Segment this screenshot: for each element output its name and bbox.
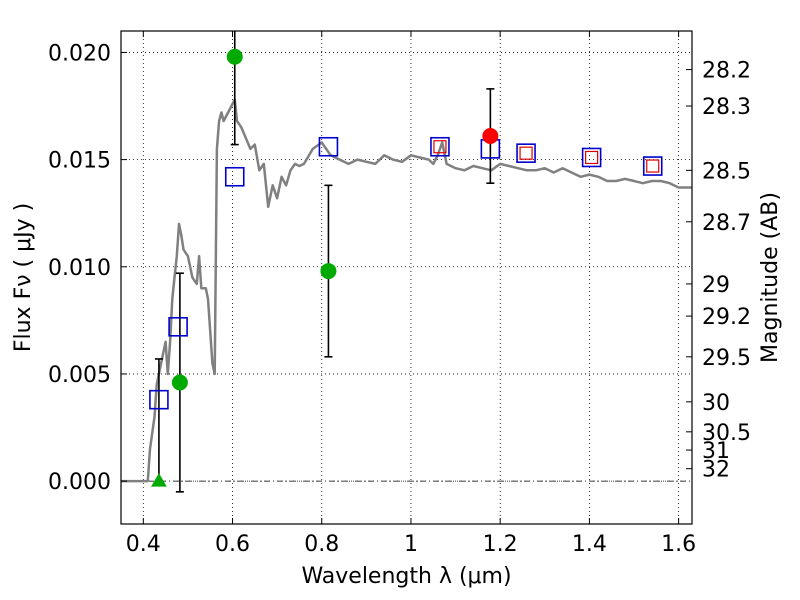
observed-circle-marker bbox=[226, 48, 243, 65]
observed-circle-marker bbox=[482, 128, 499, 145]
x-tick-label: 1.2 bbox=[483, 532, 518, 557]
right-tick-label: 30 bbox=[702, 391, 730, 416]
right-tick-label: 30.5 bbox=[702, 421, 751, 446]
model-square-marker bbox=[430, 136, 450, 157]
x-tick-label: 0.8 bbox=[304, 532, 339, 557]
model-square-marker bbox=[642, 156, 663, 176]
right-axis-label: Magnitude (AB) bbox=[758, 192, 783, 363]
right-tick-label: 29 bbox=[702, 273, 730, 298]
model-inner-square-marker bbox=[585, 150, 599, 165]
y-tick-label: 0.015 bbox=[48, 149, 111, 174]
observed-circle-marker bbox=[171, 374, 188, 391]
right-tick-label: 28.5 bbox=[702, 159, 751, 184]
x-axis-label: Wavelength λ (μm) bbox=[301, 564, 511, 589]
model-square-marker bbox=[516, 143, 536, 163]
y-axis-label: Flux Fν ( μJy ) bbox=[11, 203, 36, 352]
markers bbox=[149, 48, 663, 487]
x-tick-label: 1.4 bbox=[572, 532, 607, 557]
x-tick-label: 0.6 bbox=[215, 532, 250, 557]
right-tick-label: 32 bbox=[702, 458, 730, 483]
right-tick-label: 28.7 bbox=[702, 211, 751, 236]
grid bbox=[121, 31, 692, 524]
model-square-marker bbox=[224, 166, 245, 187]
model-inner-square-marker bbox=[519, 146, 533, 160]
model-square-marker bbox=[318, 136, 339, 157]
right-tick-label: 31 bbox=[702, 439, 730, 464]
y-tick-label: 0.010 bbox=[48, 256, 111, 281]
ticks: 0.4 0.6 0.8 1 1.2 1.4 1.6 0.000 0.005 0.010 0.015 0… bbox=[48, 31, 751, 557]
y-tick-label: 0.005 bbox=[48, 363, 111, 388]
model-curve-layer bbox=[121, 98, 692, 483]
model-inner-square-marker bbox=[646, 159, 660, 173]
model-square-marker bbox=[168, 316, 188, 337]
x-tick-label: 0.4 bbox=[126, 532, 161, 557]
x-tick-label: 1 bbox=[404, 532, 418, 557]
x-tick-label: 1.6 bbox=[661, 532, 696, 557]
right-tick-label: 28.3 bbox=[702, 95, 751, 120]
y-tick-label: 0.020 bbox=[48, 41, 111, 66]
right-tick-label: 29.5 bbox=[702, 346, 751, 371]
model-inner-square-marker bbox=[433, 140, 447, 154]
model-square-marker bbox=[149, 389, 169, 410]
y-tick-label: 0.000 bbox=[48, 470, 111, 495]
upper-limit-triangle-marker bbox=[151, 473, 167, 487]
right-tick-label: 28.2 bbox=[702, 59, 751, 84]
model-square-marker bbox=[581, 147, 602, 168]
right-tick-label: 29.2 bbox=[702, 305, 751, 330]
plot-frame bbox=[120, 30, 693, 525]
model-sed-line bbox=[121, 98, 692, 483]
observed-circle-marker bbox=[320, 263, 337, 280]
error-bars bbox=[154, 31, 495, 493]
